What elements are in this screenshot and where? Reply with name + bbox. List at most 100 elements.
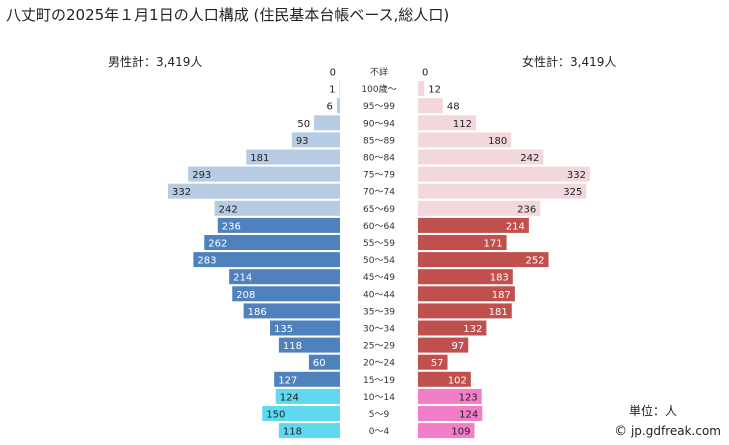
male-bar (232, 286, 340, 302)
female-bar (418, 217, 529, 233)
female-bar (418, 183, 587, 199)
age-label: 0～4 (369, 427, 390, 437)
age-label: 45～49 (363, 273, 395, 283)
male-value-label: 262 (208, 239, 227, 250)
male-bar (262, 406, 340, 421)
female-bar (418, 200, 541, 216)
age-label: 75～79 (363, 171, 395, 181)
female-bar (418, 286, 515, 302)
age-label: 不詳 (370, 66, 388, 78)
age-label: 90～94 (363, 119, 395, 129)
male-bar (308, 354, 340, 370)
male-bar (168, 183, 340, 199)
female-value-label: 332 (567, 170, 586, 181)
female-value-label: 0 (422, 68, 428, 79)
female-bar (418, 166, 590, 182)
male-bar (204, 235, 340, 250)
female-bar (418, 115, 477, 131)
male-value-label: 118 (283, 341, 302, 352)
male-bar (278, 423, 340, 439)
credit-text: jp.gdfreak.com (630, 424, 721, 438)
male-bar (243, 303, 340, 319)
female-value-label: 124 (459, 410, 478, 421)
male-value-label: 135 (274, 324, 293, 335)
age-label: 40～44 (363, 290, 395, 300)
male-value-label: 1 (329, 85, 335, 96)
male-value-label: 0 (330, 68, 336, 79)
female-bar (418, 371, 471, 387)
female-bar (418, 235, 507, 250)
age-label: 20～24 (363, 359, 395, 369)
female-value-label: 325 (563, 187, 582, 198)
male-value-label: 283 (197, 256, 216, 267)
male-bar (314, 115, 340, 131)
male-bar (291, 132, 340, 148)
age-label: 55～59 (363, 239, 395, 249)
male-bar (275, 388, 340, 404)
female-bar (418, 406, 483, 421)
male-value-label: 93 (296, 136, 309, 147)
female-bar (418, 320, 487, 336)
male-bar (214, 200, 340, 216)
age-label: 50～54 (363, 256, 395, 266)
female-bar (418, 388, 482, 404)
female-bar (418, 98, 443, 114)
male-bar (188, 166, 340, 182)
male-value-label: 208 (236, 290, 255, 301)
age-label: 5～9 (369, 410, 390, 420)
female-bar (418, 269, 513, 285)
female-value-label: 48 (447, 102, 460, 113)
male-bar (339, 81, 340, 97)
female-bar (418, 132, 512, 148)
male-bar (278, 337, 340, 353)
female-value-label: 236 (517, 204, 536, 215)
male-value-label: 332 (172, 187, 191, 198)
age-label: 35～39 (363, 307, 395, 317)
male-value-label: 214 (233, 273, 252, 284)
chart-title: 八丈町の2025年１月1日の人口構成 (住民基本台帳ベース,総人口) (6, 6, 450, 24)
age-label: 100歳～ (361, 83, 396, 95)
male-value-label: 50 (297, 119, 310, 130)
male-value-label: 181 (250, 153, 269, 164)
male-total-label: 男性計：3,419人 (108, 55, 203, 69)
female-value-label: 180 (488, 136, 507, 147)
male-value-label: 118 (283, 427, 302, 438)
male-value-label: 293 (192, 170, 211, 181)
copyright-icon: © (614, 424, 628, 439)
age-label: 10～14 (363, 393, 395, 403)
age-label: 30～34 (363, 325, 395, 335)
female-value-label: 242 (520, 153, 539, 164)
male-value-label: 127 (278, 375, 297, 386)
age-label: 70～74 (363, 188, 395, 198)
female-bar (418, 81, 425, 97)
female-value-label: 132 (463, 324, 482, 335)
female-value-label: 252 (525, 256, 544, 267)
female-value-label: 181 (489, 307, 508, 318)
female-value-label: 183 (490, 273, 509, 284)
male-value-label: 60 (313, 358, 326, 369)
female-value-label: 57 (431, 358, 444, 369)
female-bar (418, 423, 475, 439)
male-bar (246, 149, 340, 165)
age-label: 25～29 (363, 342, 395, 352)
male-value-label: 236 (222, 221, 241, 232)
male-bar (336, 98, 340, 114)
credit: © jp.gdfreak.com (614, 424, 721, 439)
male-value-label: 242 (219, 204, 238, 215)
male-bar (217, 217, 340, 233)
female-value-label: 187 (492, 290, 511, 301)
male-bar (193, 252, 340, 268)
male-value-label: 186 (248, 307, 267, 318)
age-label: 95～99 (363, 102, 395, 112)
female-bar (418, 303, 512, 319)
female-bar (418, 252, 549, 268)
female-value-label: 112 (453, 119, 472, 130)
female-total-label: 女性計：3,419人 (522, 55, 617, 69)
male-value-label: 6 (327, 102, 333, 113)
male-value-label: 150 (266, 410, 285, 421)
age-label: 15～19 (363, 376, 395, 386)
unit-label: 単位：人 (628, 404, 677, 418)
female-bar (418, 354, 448, 370)
age-label: 60～64 (363, 222, 395, 232)
